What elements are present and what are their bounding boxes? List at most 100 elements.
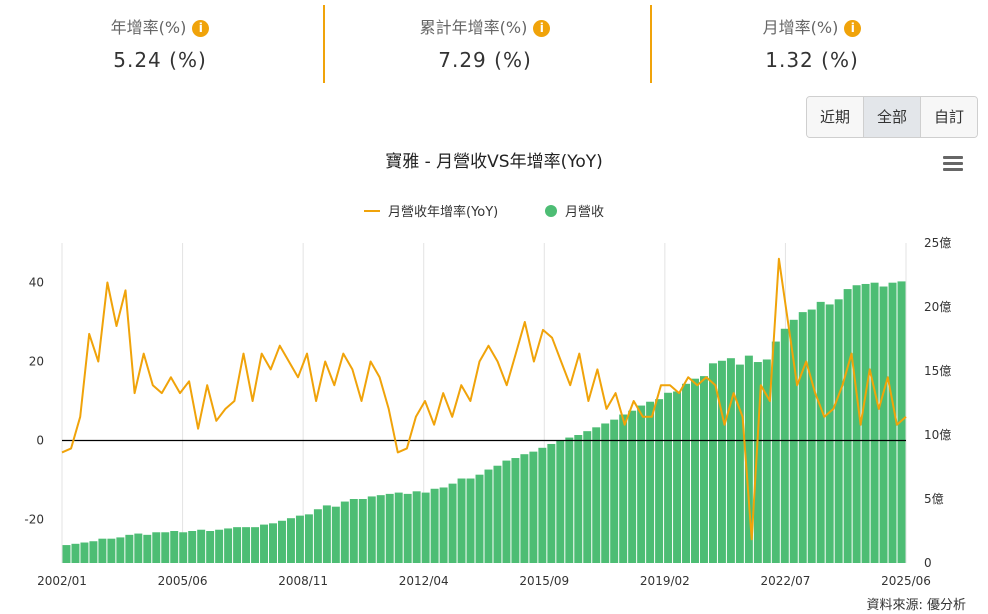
revenue-bar [62, 545, 71, 563]
revenue-bar [80, 542, 89, 563]
revenue-bar [780, 328, 789, 563]
revenue-bar [655, 399, 664, 563]
chart-legend: 月營收年增率(YoY) 月營收 [0, 201, 988, 221]
revenue-bar [664, 392, 673, 563]
revenue-bar [583, 431, 592, 563]
revenue-bar [816, 301, 825, 563]
revenue-bar [502, 460, 511, 563]
revenue-bar [592, 427, 601, 563]
revenue-bar [358, 499, 367, 563]
stat-mom-label: 月增率(%) i [652, 14, 972, 38]
revenue-bar [807, 309, 816, 563]
info-icon[interactable]: i [844, 20, 862, 37]
revenue-bar [484, 469, 493, 563]
revenue-bar [628, 410, 637, 563]
range-button-all[interactable]: 全部 [864, 97, 921, 137]
range-button-recent[interactable]: 近期 [807, 97, 864, 137]
revenue-bar [673, 391, 682, 563]
legend-item-revenue[interactable]: 月營收 [545, 201, 604, 220]
revenue-bar [134, 533, 143, 563]
revenue-bar [295, 515, 304, 563]
revenue-bar [188, 531, 197, 563]
revenue-bar [170, 531, 179, 563]
revenue-bar [206, 531, 215, 563]
y-right-tick-label: 10億 [924, 428, 951, 442]
revenue-bar [852, 285, 861, 563]
revenue-bar [403, 493, 412, 563]
revenue-bar [412, 491, 421, 563]
revenue-bar [547, 443, 556, 563]
revenue-bar [475, 474, 484, 563]
revenue-bar [152, 532, 161, 563]
info-icon[interactable]: i [533, 20, 551, 37]
range-selector: 近期 全部 自訂 [806, 96, 978, 138]
y-left-tick-label: 20 [29, 355, 44, 369]
revenue-bar [439, 487, 448, 563]
revenue-bar [619, 414, 628, 563]
x-tick-label: 2025/06 [881, 574, 931, 588]
stat-cumulative-yoy: 累計年增率(%) i 7.29 (%) [325, 0, 645, 86]
x-tick-label: 2012/04 [399, 574, 449, 588]
stat-yoy-label-text: 年增率(%) [110, 18, 187, 37]
revenue-bar [556, 440, 565, 563]
stat-mom: 月增率(%) i 1.32 (%) [652, 0, 972, 86]
revenue-bar [771, 341, 780, 563]
x-tick-label: 2022/07 [760, 574, 810, 588]
revenue-bar [89, 541, 98, 563]
revenue-bar [197, 529, 206, 563]
revenue-bar [726, 358, 735, 563]
revenue-bar [691, 378, 699, 563]
x-tick-label: 2005/06 [158, 574, 208, 588]
revenue-bar [879, 286, 888, 563]
menu-icon[interactable] [943, 156, 963, 174]
revenue-bar [529, 451, 538, 563]
revenue-bar [565, 437, 574, 563]
revenue-bar [215, 529, 224, 563]
range-button-custom[interactable]: 自訂 [921, 97, 977, 137]
revenue-bar [708, 363, 717, 563]
legend-label-yoy: 月營收年增率(YoY) [388, 205, 499, 220]
y-left-tick-label: 40 [29, 276, 44, 290]
revenue-bar [762, 359, 771, 563]
revenue-bar [277, 520, 286, 563]
x-tick-label: 2008/11 [278, 574, 328, 588]
legend-label-revenue: 月營收 [565, 205, 605, 220]
revenue-bar [179, 532, 188, 563]
stat-cumulative-yoy-value: 7.29 (%) [438, 48, 532, 72]
stat-cumulative-yoy-label-text: 累計年增率(%) [419, 18, 528, 37]
revenue-bar [385, 493, 394, 563]
revenue-bar [394, 492, 403, 563]
x-tick-label: 2019/02 [640, 574, 690, 588]
revenue-bar [233, 527, 242, 563]
revenue-bar [331, 506, 340, 563]
stat-yoy-value: 5.24 (%) [113, 48, 207, 72]
revenue-bar [610, 419, 619, 563]
data-source: 資料來源: 優分析 [866, 598, 966, 613]
revenue-bar [143, 534, 152, 563]
revenue-bar [753, 362, 762, 563]
revenue-bar [825, 304, 834, 563]
revenue-bar [601, 423, 610, 563]
revenue-bar [286, 518, 295, 563]
revenue-bar [242, 527, 251, 563]
revenue-bar [843, 289, 852, 563]
revenue-bar [340, 501, 349, 563]
stat-mom-label-text: 月增率(%) [762, 18, 839, 37]
revenue-bar [466, 478, 475, 563]
revenue-bar [870, 282, 879, 563]
info-icon[interactable]: i [192, 20, 210, 37]
revenue-bar [457, 478, 466, 563]
legend-item-yoy[interactable]: 月營收年增率(YoY) [364, 201, 498, 220]
revenue-bar [834, 299, 843, 563]
revenue-bar [376, 495, 385, 563]
revenue-bar [367, 496, 376, 563]
revenue-bar [260, 524, 269, 563]
revenue-bar [493, 465, 502, 563]
revenue-bar [251, 527, 260, 563]
revenue-bar [897, 281, 906, 563]
revenue-bar [798, 312, 807, 563]
y-right-tick-label: 20億 [924, 300, 951, 314]
line-swatch-icon [364, 209, 380, 212]
revenue-bar [269, 523, 277, 563]
